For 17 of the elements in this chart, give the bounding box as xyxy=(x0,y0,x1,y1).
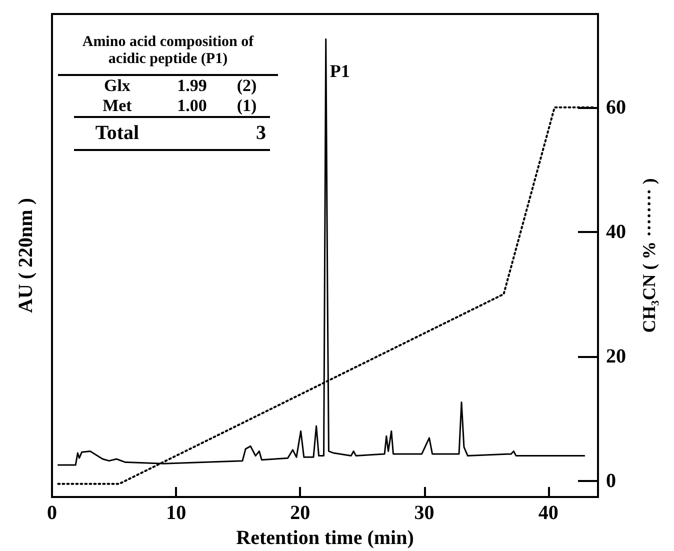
y-tick-label: 0 xyxy=(606,470,616,492)
x-axis-title: Retention time (min) xyxy=(236,526,414,549)
x-tick-label: 40 xyxy=(538,502,558,524)
x-tick-label: 10 xyxy=(166,502,186,524)
y-tick-label: 60 xyxy=(606,96,626,118)
text: Total 3 xyxy=(95,122,266,144)
x-tick-label: 0 xyxy=(47,502,57,524)
x-tick-label: 30 xyxy=(414,502,434,524)
annotation: Amino acid composition of acidic peptide (P1) xyxy=(81,34,255,68)
text: Met 1.00 (1) xyxy=(102,96,257,115)
y-tick-label: 40 xyxy=(606,220,626,243)
y-axis-title: CH₃CN ( % ········ ) xyxy=(639,178,659,333)
y-tick-label: 20 xyxy=(606,345,626,368)
text: Glx 1.99 (2) xyxy=(104,76,257,95)
y-axis-title: AU ( 220nm ) xyxy=(15,198,37,313)
x-tick-label: 20 xyxy=(290,502,310,524)
annotation: P1 xyxy=(330,61,350,82)
